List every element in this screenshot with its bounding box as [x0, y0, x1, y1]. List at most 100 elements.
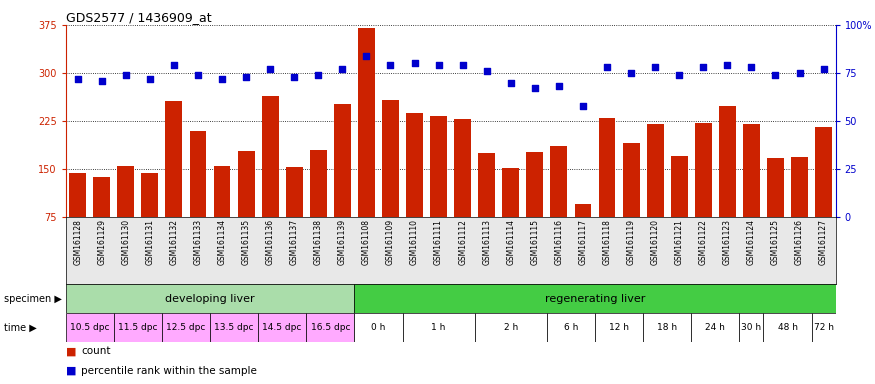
Text: GSM161116: GSM161116 — [555, 219, 564, 265]
Bar — [406, 113, 423, 265]
Bar — [66, 284, 354, 313]
Point — [335, 66, 349, 72]
Bar — [739, 313, 763, 342]
Bar — [598, 118, 615, 265]
Text: GSM161125: GSM161125 — [771, 219, 780, 265]
Point — [793, 70, 807, 76]
Point — [167, 62, 181, 68]
Text: GDS2577 / 1436909_at: GDS2577 / 1436909_at — [66, 11, 211, 24]
Point — [143, 76, 157, 82]
Text: GSM161138: GSM161138 — [314, 219, 323, 265]
Text: GSM161117: GSM161117 — [578, 219, 587, 265]
Bar — [816, 127, 832, 265]
Point — [768, 72, 782, 78]
Text: regenerating liver: regenerating liver — [545, 293, 645, 304]
Text: GSM161109: GSM161109 — [386, 219, 395, 265]
Text: GSM161137: GSM161137 — [290, 219, 298, 265]
Text: 12 h: 12 h — [609, 323, 629, 332]
Point — [528, 85, 542, 91]
Point — [94, 78, 108, 84]
Text: ■: ■ — [66, 346, 80, 356]
Point — [239, 74, 253, 80]
Bar — [210, 313, 258, 342]
Text: percentile rank within the sample: percentile rank within the sample — [81, 366, 257, 376]
Point — [648, 64, 662, 70]
Bar — [286, 167, 303, 265]
Text: GSM161118: GSM161118 — [603, 219, 612, 265]
Bar — [190, 131, 206, 265]
Text: specimen ▶: specimen ▶ — [4, 293, 62, 304]
Bar — [310, 151, 326, 265]
Point — [696, 64, 710, 70]
Point — [456, 62, 470, 68]
Point — [600, 64, 614, 70]
Text: 0 h: 0 h — [371, 323, 386, 332]
Text: GSM161130: GSM161130 — [122, 219, 130, 265]
Text: 18 h: 18 h — [657, 323, 677, 332]
Bar — [69, 173, 86, 265]
Text: GSM161136: GSM161136 — [266, 219, 275, 265]
Bar — [382, 100, 399, 265]
Point — [383, 62, 397, 68]
Point — [480, 68, 494, 74]
Point — [312, 72, 326, 78]
Bar — [791, 157, 808, 265]
Point — [119, 72, 133, 78]
Point — [504, 79, 518, 86]
Text: 16.5 dpc: 16.5 dpc — [311, 323, 350, 332]
Text: 30 h: 30 h — [741, 323, 761, 332]
Text: 12.5 dpc: 12.5 dpc — [166, 323, 206, 332]
Text: GSM161119: GSM161119 — [626, 219, 635, 265]
Text: count: count — [81, 346, 111, 356]
Bar — [475, 313, 547, 342]
Bar — [547, 313, 595, 342]
Bar — [763, 313, 812, 342]
Text: GSM161115: GSM161115 — [530, 219, 539, 265]
Text: GSM161122: GSM161122 — [699, 219, 708, 265]
Text: 48 h: 48 h — [778, 323, 797, 332]
Text: 2 h: 2 h — [504, 323, 518, 332]
Point — [576, 103, 590, 109]
Point — [360, 53, 374, 59]
Point — [263, 66, 277, 72]
Point — [552, 83, 566, 89]
Bar — [114, 313, 162, 342]
Text: ■: ■ — [66, 366, 80, 376]
Text: GSM161126: GSM161126 — [795, 219, 804, 265]
Bar — [262, 96, 278, 265]
Text: GSM161111: GSM161111 — [434, 219, 443, 265]
Text: 10.5 dpc: 10.5 dpc — [70, 323, 109, 332]
Bar — [647, 124, 663, 265]
Bar — [643, 313, 691, 342]
Point — [624, 70, 638, 76]
Bar — [479, 153, 495, 265]
Bar — [402, 313, 475, 342]
Bar — [671, 156, 688, 265]
Bar — [142, 173, 158, 265]
Bar — [623, 143, 640, 265]
Bar — [454, 119, 471, 265]
Point — [720, 62, 734, 68]
Bar — [743, 124, 760, 265]
Point — [672, 72, 686, 78]
Text: 24 h: 24 h — [705, 323, 725, 332]
Bar — [66, 313, 114, 342]
Text: GSM161124: GSM161124 — [747, 219, 756, 265]
Text: 6 h: 6 h — [564, 323, 578, 332]
Text: GSM161123: GSM161123 — [723, 219, 732, 265]
Text: GSM161131: GSM161131 — [145, 219, 154, 265]
Point — [71, 76, 85, 82]
Bar — [238, 151, 255, 265]
Bar — [527, 152, 543, 265]
Text: developing liver: developing liver — [165, 293, 255, 304]
Bar — [214, 166, 230, 265]
Text: GSM161133: GSM161133 — [193, 219, 202, 265]
Text: 11.5 dpc: 11.5 dpc — [118, 323, 158, 332]
Bar — [812, 313, 836, 342]
Text: GSM161108: GSM161108 — [362, 219, 371, 265]
Text: 1 h: 1 h — [431, 323, 445, 332]
Bar — [334, 104, 351, 265]
Bar — [719, 106, 736, 265]
Bar — [550, 146, 567, 265]
Text: time ▶: time ▶ — [4, 322, 37, 333]
